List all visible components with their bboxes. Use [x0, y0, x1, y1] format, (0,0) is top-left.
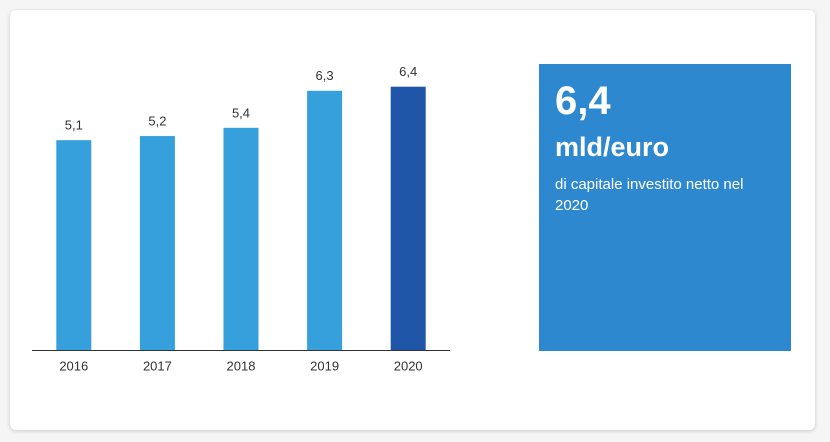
x-tick-label: 2020: [394, 358, 423, 373]
bar: [223, 127, 259, 350]
x-tick-label: 2017: [143, 358, 172, 373]
x-tick-label: 2016: [59, 358, 88, 373]
bar: [56, 140, 92, 350]
bar: [390, 86, 426, 350]
data-label: 6,3: [316, 68, 334, 83]
highlight-unit: mld/euro: [555, 132, 670, 162]
highlight-description: di capitale investito netto nel 2020: [555, 176, 744, 214]
highlight-panel: 6,4 mld/euro di capitale investito netto…: [539, 64, 791, 351]
data-label: 5,2: [148, 113, 166, 128]
bar: [307, 90, 343, 351]
x-tick-label: 2018: [227, 358, 256, 373]
data-label: 5,4: [232, 105, 250, 120]
data-label: 5,1: [65, 118, 83, 133]
highlight-value: 6,4: [555, 79, 611, 123]
data-label: 6,4: [399, 64, 417, 79]
bar: [139, 136, 175, 350]
x-tick-label: 2019: [310, 358, 339, 373]
